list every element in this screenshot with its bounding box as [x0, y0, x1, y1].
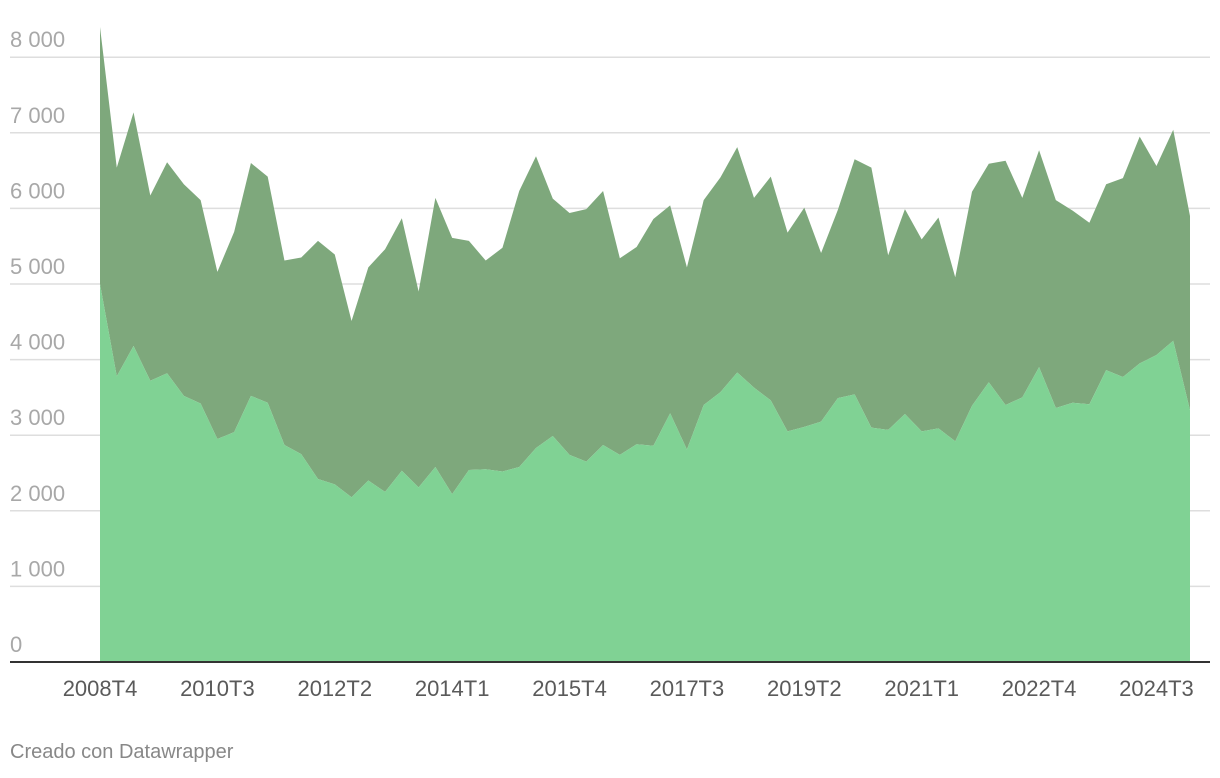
footer-credit: Creado con Datawrapper	[10, 741, 234, 763]
y-tick-label: 0	[10, 632, 22, 657]
x-tick-label: 2017T3	[650, 676, 725, 701]
x-tick-label: 2019T2	[767, 676, 842, 701]
x-tick-label: 2012T2	[297, 676, 372, 701]
y-tick-label: 3 000	[10, 405, 65, 430]
area-upper-series	[100, 26, 1190, 498]
x-tick-label: 2024T3	[1119, 676, 1194, 701]
y-tick-labels: 8 000 7 000 6 000 5 000 4 000 3 000 2 000 1 000…	[10, 27, 65, 657]
y-tick-label: 6 000	[10, 178, 65, 203]
y-tick-label: 2 000	[10, 481, 65, 506]
area-lower-series	[100, 284, 1190, 662]
y-tick-label: 7 000	[10, 103, 65, 128]
x-tick-label: 2010T3	[180, 676, 255, 701]
areas	[100, 26, 1190, 662]
y-tick-label: 1 000	[10, 556, 65, 581]
y-tick-label: 8 000	[10, 27, 65, 52]
y-tick-label: 4 000	[10, 330, 65, 355]
x-tick-label: 2022T4	[1002, 676, 1077, 701]
y-tick-label: 5 000	[10, 254, 65, 279]
x-tick-label: 2015T4	[532, 676, 607, 701]
x-tick-label: 2008T4	[63, 676, 138, 701]
x-tick-label: 2014T1	[415, 676, 490, 701]
x-tick-labels: 2008T4 2010T3 2012T2 2014T1 2015T4 2017T3 2019…	[63, 676, 1194, 701]
area-chart: 8 000 7 000 6 000 5 000 4 000 3 000 2 000 1 000…	[10, 26, 1210, 701]
x-tick-label: 2021T1	[884, 676, 959, 701]
